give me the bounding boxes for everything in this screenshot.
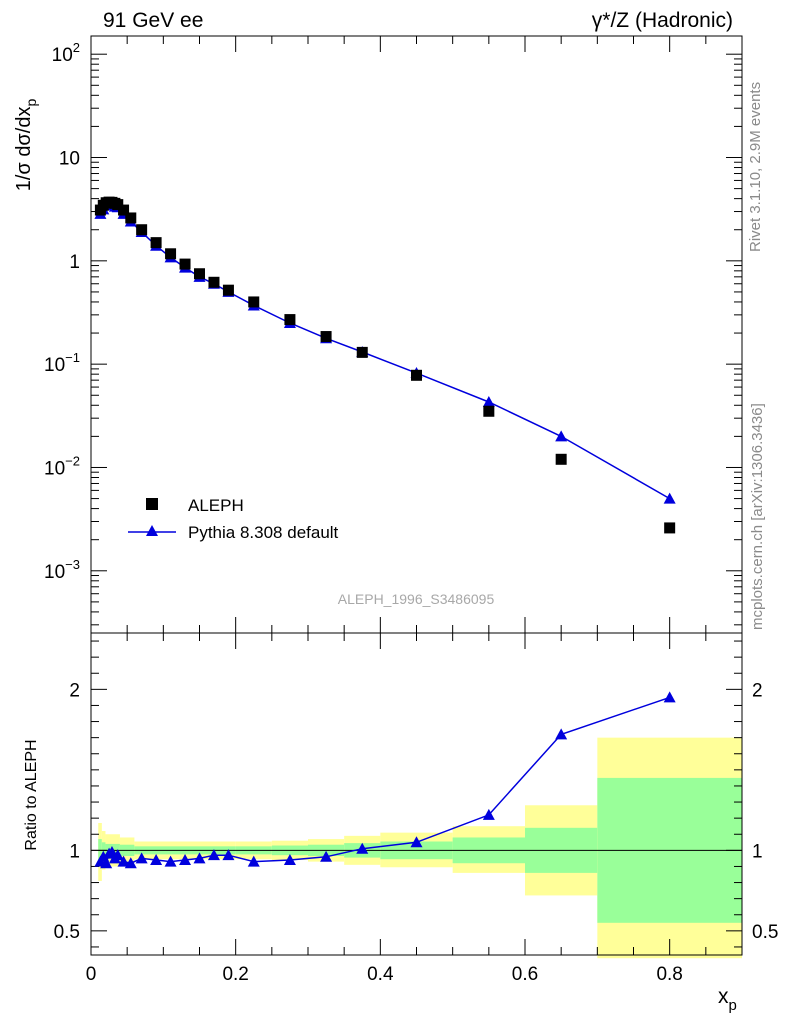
main-y-tick-label: 10−2 [44, 453, 80, 479]
main-plot-frame [90, 35, 743, 634]
main-y-tick-label: 1 [69, 252, 80, 273]
ratio-panel: 0.5 0.5 1 1 2 2 0 0.2 0.4 0.6 0.8 Ratio to ALEPH x… [23, 632, 778, 1014]
ratio-y-tick-label: 0.5 [54, 922, 80, 943]
ratio-y-axis-label: Ratio to ALEPH [23, 739, 40, 850]
analysis-watermark: ALEPH_1996_S3486095 [338, 591, 495, 607]
aleph-point [248, 296, 260, 308]
rivet-version-label: Rivet 3.1.10, 2.9M events [747, 82, 764, 252]
main-y-tick-label-base: 1 [69, 252, 80, 273]
mcplots-source-label: mcplots.cern.ch [arXiv:1306.3436] [749, 403, 766, 630]
main-y-axis-label-text: 1/σ dσ/dx [13, 107, 35, 192]
legend-aleph-label: ALEPH [188, 496, 244, 515]
aleph-point [284, 314, 296, 326]
main-y-tick-label-exponent: 2 [73, 40, 80, 55]
x-axis-label-text: x [718, 985, 729, 1008]
ratio-pythia-point [482, 808, 495, 820]
ratio-pythia-point [193, 852, 206, 864]
ratio-series-layer [94, 691, 676, 869]
legend-pythia-marker [146, 525, 158, 536]
main-y-tick-label-base: 10 [52, 45, 73, 66]
aleph-point [356, 346, 368, 358]
pythia-curve [99, 202, 671, 500]
ratio-pythia-point [179, 854, 192, 866]
aleph-point [136, 224, 148, 236]
ratio-pythia-point [111, 849, 124, 861]
header-right-label: γ*/Z (Hadronic) [592, 9, 733, 32]
main-y-axis-label-subscript: p [23, 99, 39, 107]
main-y-tick-label: 10 [59, 149, 80, 170]
aleph-point [125, 212, 137, 224]
ratio-y-tick-label: 2 [69, 680, 80, 701]
main-y-tick-label-base: 10 [44, 458, 65, 479]
ratio-y-tick-label: 1 [69, 841, 80, 862]
main-y-tick-label-base: 10 [44, 355, 65, 376]
main-y-tick-label-exponent: −1 [65, 350, 80, 365]
x-axis-label: xp [718, 985, 737, 1014]
ratio-pythia-point [247, 855, 260, 867]
x-tick-label: 0.6 [512, 964, 538, 985]
legend-pythia-label: Pythia 8.308 default [188, 523, 339, 542]
ratio-plot-frame [90, 632, 743, 956]
main-y-tick-label-exponent: −3 [65, 557, 80, 572]
ratio-axis-ticks: 0.5 0.5 1 1 2 2 0 0.2 0.4 0.6 0.8 [54, 633, 778, 985]
aleph-point [222, 284, 234, 296]
ratio-pythia-point [320, 850, 333, 862]
main-y-tick-label-base: 10 [59, 149, 80, 170]
ratio-y-tick-label-right: 1 [752, 841, 763, 862]
aleph-point [150, 237, 162, 249]
x-tick-label: 0.2 [222, 964, 248, 985]
main-y-tick-label: 102 [52, 40, 80, 66]
main-y-tick-label: 10−3 [44, 557, 80, 583]
main-series-layer [94, 196, 676, 534]
ratio-pythia-point [100, 857, 113, 869]
aleph-point [664, 522, 676, 534]
ratio-pythia-point [222, 849, 235, 861]
pythia-point [482, 396, 495, 408]
x-tick-label: 0.4 [367, 964, 394, 985]
x-tick-label: 0.8 [656, 964, 682, 985]
main-y-axis-label: 1/σ dσ/dxp [13, 99, 39, 192]
main-y-tick-label-base: 10 [44, 562, 65, 583]
aleph-point [320, 331, 332, 343]
aleph-point [194, 268, 205, 280]
pythia-point [663, 492, 676, 504]
x-axis-label-subscript: p [729, 997, 737, 1014]
aleph-point [411, 369, 422, 381]
main-y-tick-label: 10−1 [44, 350, 80, 376]
ratio-pythia-point [124, 857, 137, 869]
aleph-point [555, 453, 567, 465]
ratio-pythia-point [283, 854, 296, 866]
aleph-point [483, 405, 495, 417]
ratio-uncertainty-bands [98, 737, 742, 959]
ratio-pythia-point [117, 855, 130, 867]
main-y-tick-label-exponent: −2 [65, 453, 80, 468]
aleph-point [112, 199, 124, 211]
aleph-point [208, 276, 220, 288]
header-left-label: 91 GeV ee [103, 9, 203, 32]
ratio-pythia-point [555, 728, 568, 740]
aleph-point [179, 258, 191, 270]
pythia-point [555, 430, 568, 442]
ratio-pythia-point [150, 854, 163, 866]
ratio-pythia-point [356, 842, 369, 854]
ratio-pythia-point [663, 691, 676, 703]
aleph-point [118, 204, 130, 216]
legend: ALEPH Pythia 8.308 default [128, 496, 339, 542]
ratio-pythia-point [410, 836, 423, 848]
ratio-pythia-point [164, 855, 177, 867]
ratio-pythia-point [207, 849, 220, 861]
legend-aleph-marker [146, 498, 158, 510]
ratio-pythia-point [135, 852, 148, 864]
x-tick-label: 0 [86, 964, 97, 985]
ratio-y-tick-label-right: 0.5 [752, 922, 778, 943]
ratio-y-tick-label-right: 2 [752, 680, 763, 701]
aleph-point [165, 248, 177, 260]
